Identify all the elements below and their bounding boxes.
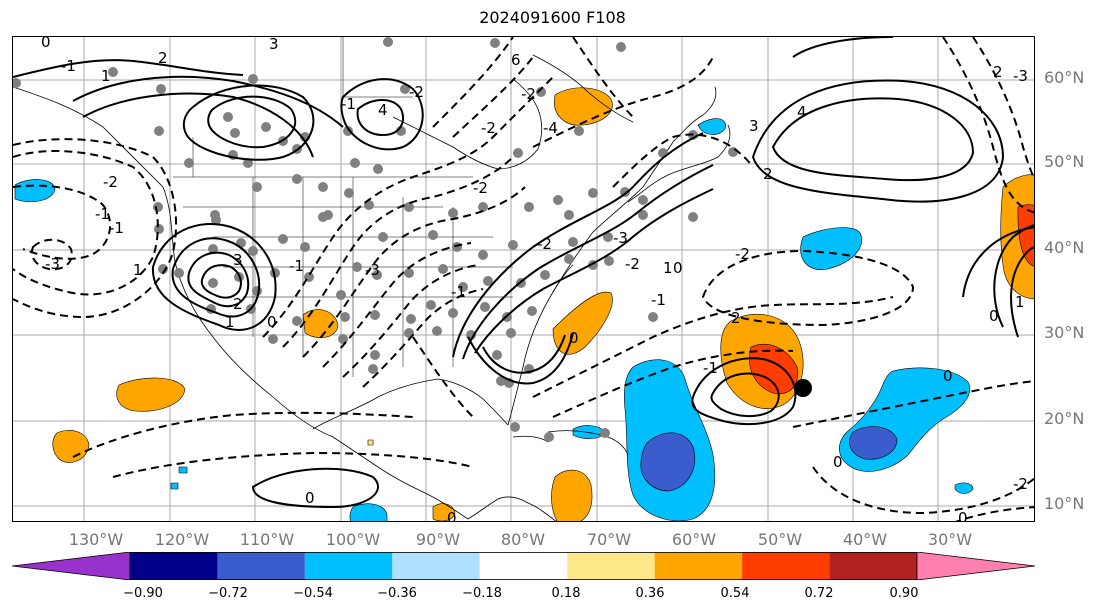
lon-label: 50°W (757, 530, 803, 549)
contour-label: -2 (481, 119, 496, 137)
lat-label: 10°N (1044, 494, 1085, 513)
contour-label: 1 (1015, 293, 1025, 311)
lon-label: 30°W (927, 530, 973, 549)
lat-label: 40°N (1044, 238, 1085, 257)
contour-label: 0 (41, 37, 51, 51)
contour-label: -1 (95, 205, 110, 223)
map-panel: 0 -1 2 3 1 4 -1 -2 6 -2 -4 -2 4 3 2 1 -1… (12, 36, 1035, 522)
contour-label: 0 (569, 329, 579, 347)
lat-label: 30°N (1044, 323, 1085, 342)
contour-label: 2 (731, 309, 741, 327)
colorbar-extend-high (916, 552, 1035, 580)
colorbar-tick-label: −0.90 (123, 586, 163, 601)
lat-label: 20°N (1044, 409, 1085, 428)
contour-label: 4 (797, 103, 807, 121)
colorbar-segment (392, 552, 480, 580)
contour-label: 6 (511, 51, 521, 69)
contour-label: -3 (613, 229, 628, 247)
lon-label: 40°W (842, 530, 888, 549)
lon-label: 90°W (415, 530, 461, 549)
contour-label: -1 (341, 95, 356, 113)
contour-label: -2 (625, 255, 640, 273)
colorbar-tick-label: 0.36 (635, 586, 665, 601)
contour-label: 2 (763, 165, 773, 183)
contour-label: -1 (289, 257, 304, 275)
contour-label: 2 (158, 49, 168, 67)
lon-label: 60°W (671, 530, 717, 549)
lon-label: 120°W (154, 530, 210, 549)
solid-contours (13, 37, 1034, 509)
colorbar-segment (829, 552, 917, 580)
contour-labels: 0 -1 2 3 1 4 -1 -2 6 -2 -4 -2 4 3 2 1 -1… (41, 37, 1028, 522)
contour-label: -1 (61, 57, 76, 75)
contour-label: -1 (109, 219, 124, 237)
contour-label: 1 (663, 259, 673, 277)
contour-label: 2 (993, 63, 1003, 81)
contour-label: -3 (1013, 67, 1028, 85)
contour-label: -2 (735, 245, 750, 263)
coastlines (13, 54, 731, 521)
colorbar-tick-label: 0.18 (551, 586, 581, 601)
colorbar-segment (130, 552, 218, 580)
colorbar-segment (742, 552, 830, 580)
contour-label: 0 (305, 489, 315, 507)
colorbar-tick-label: −0.18 (462, 586, 502, 601)
contour-label: -2 (521, 85, 536, 103)
colorbar (12, 552, 1035, 580)
colorbar-segment (479, 552, 568, 580)
shaded-regions (14, 87, 1034, 521)
map-canvas: 0 -1 2 3 1 4 -1 -2 6 -2 -4 -2 4 3 2 1 -1… (13, 37, 1034, 522)
political-borders (173, 37, 513, 377)
colorbar-segments (12, 552, 1035, 580)
contour-label: -1 (451, 283, 466, 301)
contour-label: 0 (447, 509, 457, 522)
contour-label: 3 (749, 117, 759, 135)
lon-label: 110°W (239, 530, 295, 549)
lon-label: 80°W (500, 530, 546, 549)
contour-label: -2 (473, 179, 488, 197)
lat-label: 50°N (1044, 152, 1085, 171)
colorbar-segment (304, 552, 393, 580)
contour-label: 1 (101, 67, 111, 85)
contour-label: -3 (45, 255, 60, 273)
contour-label: -2 (537, 235, 552, 253)
colorbar-segment (217, 552, 305, 580)
contour-label: 0 (673, 259, 683, 277)
lon-label: 70°W (586, 530, 632, 549)
dashed-contours (13, 37, 1034, 521)
colorbar-segment (654, 552, 743, 580)
contour-label: 0 (833, 453, 843, 471)
colorbar-segment (567, 552, 655, 580)
contour-label: 1 (225, 313, 235, 331)
contour-label: 4 (378, 101, 388, 119)
colorbar-tick-label: 0.54 (720, 586, 750, 601)
contour-label: -1 (651, 291, 666, 309)
lon-label: 100°W (325, 530, 381, 549)
contour-label: -2 (103, 173, 118, 191)
contour-label: -2 (1013, 475, 1028, 493)
colorbar-tick-label: −0.36 (377, 586, 417, 601)
marked-point (794, 379, 812, 397)
contour-label: -3 (365, 261, 380, 279)
contour-label: 1 (133, 261, 143, 279)
contour-label: -4 (543, 119, 558, 137)
contour-label: -1 (703, 359, 718, 377)
contour-label: 3 (269, 37, 279, 53)
lat-label: 60°N (1044, 68, 1085, 87)
contour-label: 2 (233, 295, 243, 313)
colorbar-tick-label: 0.90 (889, 586, 919, 601)
contour-label: 3 (233, 251, 243, 269)
colorbar-extend-low (12, 552, 131, 580)
contour-label: 0 (958, 509, 968, 522)
colorbar-tick-label: 0.72 (804, 586, 834, 601)
colorbar-tick-label: −0.54 (293, 586, 333, 601)
lon-label: 130°W (68, 530, 124, 549)
map-title: 2024091600 F108 (479, 8, 626, 27)
contour-label: 0 (943, 367, 953, 385)
contour-label: -2 (409, 83, 424, 101)
contour-label: 0 (267, 313, 277, 331)
colorbar-tick-label: −0.72 (208, 586, 248, 601)
contour-label: 0 (989, 307, 999, 325)
